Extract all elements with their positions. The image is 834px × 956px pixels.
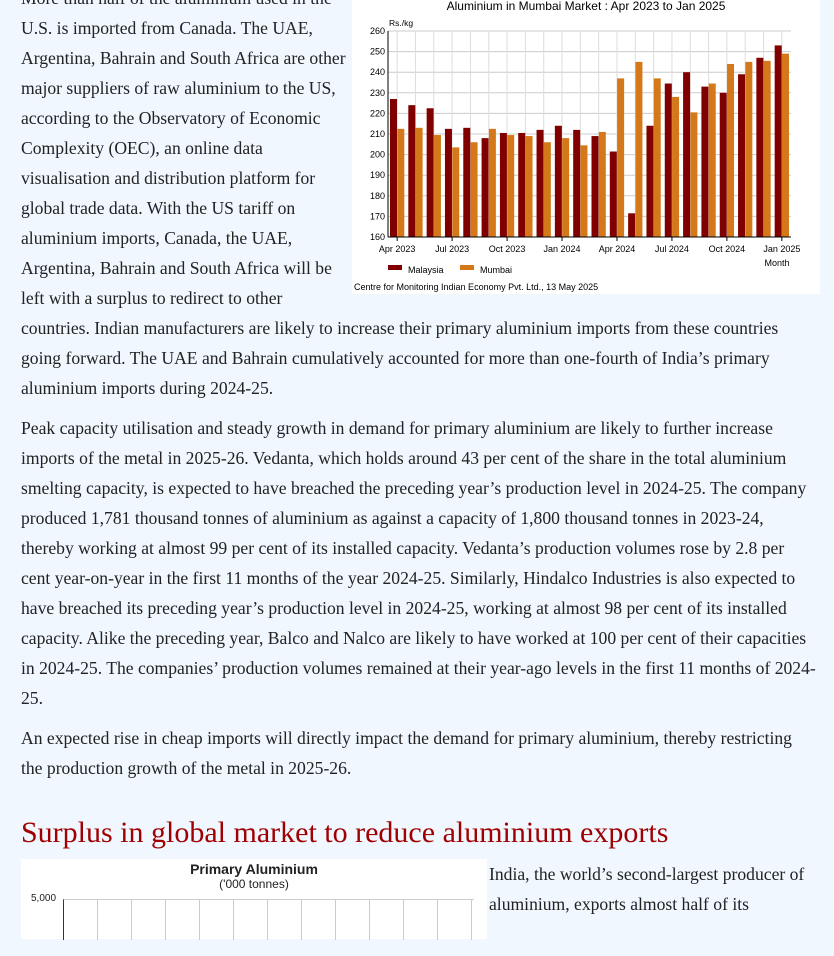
- bar-mumbai: [488, 128, 496, 237]
- bar-malaysia: [536, 129, 544, 237]
- y-tick-label: 170: [370, 211, 385, 221]
- x-axis-label: Month: [764, 258, 789, 268]
- bar-mumbai: [708, 83, 716, 237]
- y-tick-label: 250: [370, 47, 385, 57]
- bar-mumbai: [507, 135, 515, 237]
- article: Aluminium in Mumbai Market : Apr 2023 to…: [21, 0, 820, 940]
- bar-mumbai: [397, 128, 405, 237]
- bar-malaysia: [390, 98, 397, 237]
- bar-malaysia: [664, 83, 672, 237]
- bar-malaysia: [738, 74, 746, 237]
- bar-mumbai: [635, 61, 643, 238]
- chart2-subtitle: ('000 tonnes): [219, 877, 289, 891]
- bar-malaysia: [426, 108, 434, 237]
- bar-malaysia: [463, 127, 471, 237]
- x-tick-label: Jan 2024: [543, 244, 580, 254]
- x-tick-label: Oct 2023: [489, 244, 526, 254]
- y-tick-label: 190: [370, 170, 385, 180]
- bar-mumbai: [672, 96, 680, 237]
- y-axis-label: Rs./kg: [389, 18, 413, 28]
- legend-swatch: [388, 265, 402, 270]
- x-tick-label: Apr 2023: [379, 244, 416, 254]
- bar-malaysia: [591, 136, 599, 237]
- chart2-ytick: 5,000: [31, 893, 57, 904]
- chart2-plot-area: [63, 899, 474, 940]
- bar-mumbai: [617, 78, 625, 237]
- chart-title: Aluminium in Mumbai Market : Apr 2023 to…: [447, 0, 726, 13]
- bar-mumbai: [763, 60, 771, 238]
- bar-mumbai: [470, 142, 478, 237]
- legend-swatch: [460, 265, 474, 270]
- bar-malaysia: [573, 129, 581, 237]
- bar-mumbai: [598, 131, 606, 237]
- bar-malaysia: [554, 125, 562, 237]
- bar-malaysia: [444, 128, 452, 237]
- bar-mumbai: [543, 142, 551, 237]
- legend-label: Malaysia: [408, 265, 444, 275]
- bar-malaysia: [701, 86, 709, 238]
- bar-malaysia: [408, 105, 416, 237]
- y-tick-label: 230: [370, 88, 385, 98]
- chart-source: Centre for Monitoring Indian Economy Pvt…: [354, 282, 598, 292]
- y-tick-label: 200: [370, 150, 385, 160]
- x-tick-label: Oct 2024: [709, 244, 746, 254]
- x-tick-label: Jul 2024: [655, 244, 689, 254]
- bar-mumbai: [727, 63, 735, 238]
- x-tick-label: Jan 2025: [763, 244, 800, 254]
- paragraph-1: More than half of the aluminium used in …: [21, 0, 779, 398]
- bar-malaysia: [609, 151, 617, 237]
- y-tick-label: 210: [370, 129, 385, 139]
- y-tick-label: 260: [370, 26, 385, 36]
- bar-malaysia: [646, 125, 654, 237]
- primary-aluminium-chart: Primary Aluminium ('000 tonnes) 5,000: [21, 859, 487, 940]
- bar-malaysia: [774, 45, 782, 237]
- section-heading: Surplus in global market to reduce alumi…: [21, 816, 669, 849]
- bar-malaysia: [518, 132, 526, 237]
- bar-mumbai: [433, 135, 441, 237]
- bar-malaysia: [719, 92, 727, 237]
- legend-label: Mumbai: [480, 265, 512, 275]
- paragraph-3: An expected rise in cheap imports will d…: [21, 728, 792, 778]
- bar-malaysia: [683, 72, 691, 237]
- y-tick-label: 160: [370, 232, 385, 242]
- bar-mumbai: [452, 147, 460, 237]
- bar-malaysia: [481, 138, 489, 237]
- y-tick-label: 220: [370, 108, 385, 118]
- bar-mumbai: [653, 78, 661, 237]
- bar-malaysia: [756, 57, 764, 237]
- bar-mumbai: [525, 136, 533, 237]
- paragraph-4: India, the world’s second-largest produc…: [489, 864, 805, 914]
- mumbai-aluminium-chart: Aluminium in Mumbai Market : Apr 2023 to…: [352, 0, 820, 294]
- bar-mumbai: [580, 145, 588, 237]
- bar-malaysia: [499, 132, 507, 237]
- bar-malaysia: [628, 213, 636, 237]
- chart2-title: Primary Aluminium: [190, 861, 318, 877]
- bar-mumbai: [415, 127, 423, 237]
- bar-mumbai: [781, 53, 789, 237]
- y-tick-label: 180: [370, 191, 385, 201]
- x-tick-label: Jul 2023: [435, 244, 469, 254]
- paragraph-2: Peak capacity utilisation and steady gro…: [21, 418, 816, 708]
- bar-mumbai: [562, 138, 570, 237]
- y-tick-label: 240: [370, 67, 385, 77]
- x-tick-label: Apr 2024: [599, 244, 636, 254]
- bar-mumbai: [745, 61, 753, 238]
- bar-mumbai: [690, 112, 698, 237]
